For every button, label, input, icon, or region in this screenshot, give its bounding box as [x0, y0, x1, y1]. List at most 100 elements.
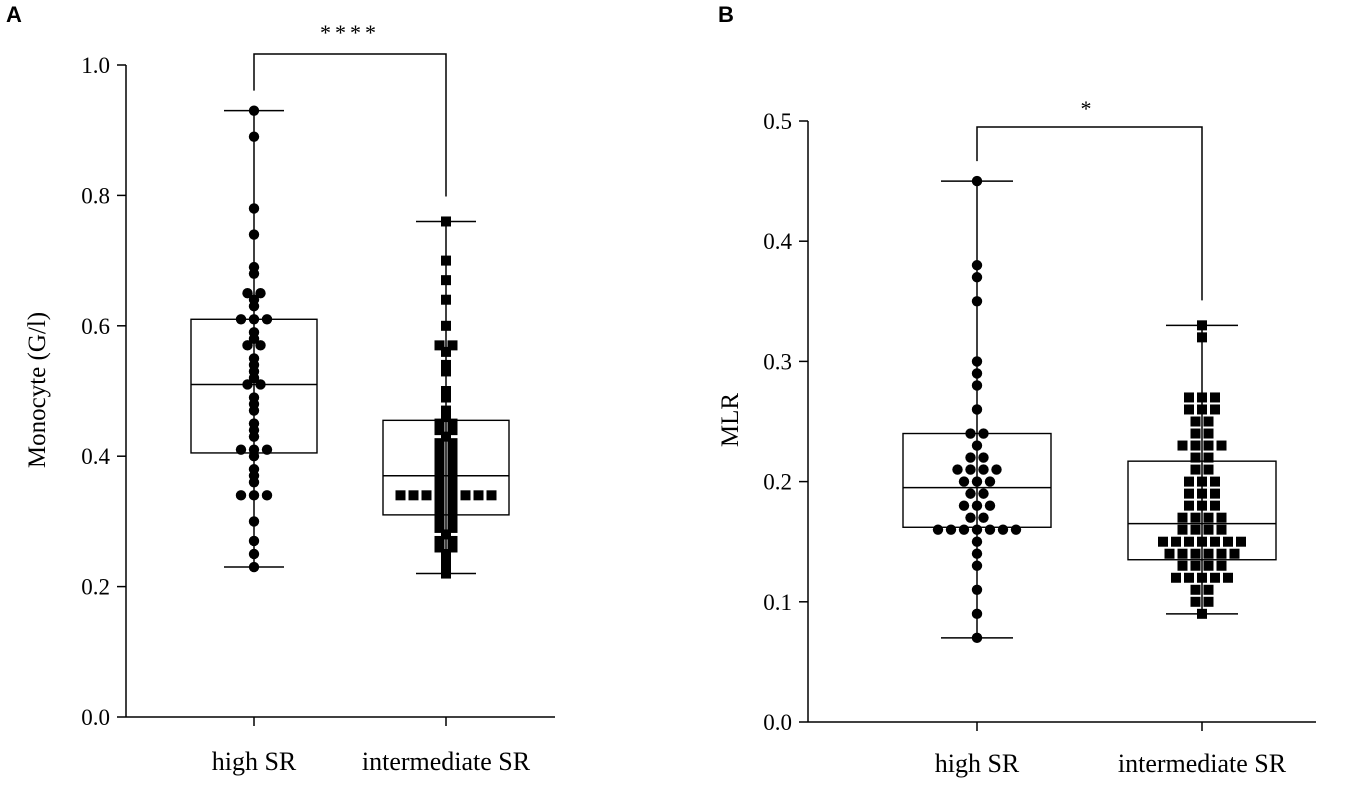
data-point-a-intermediate-sr: [441, 568, 451, 579]
data-point-a-high-sr: [248, 535, 260, 547]
data-point-a-intermediate-sr: [447, 444, 458, 455]
data-point-a-high-sr: [261, 444, 273, 455]
data-point-b-high-sr: [978, 452, 989, 463]
data-point-b-intermediate-sr: [1190, 584, 1201, 595]
data-point-b-intermediate-sr: [1164, 548, 1175, 559]
data-point-b-intermediate-sr: [1203, 524, 1214, 535]
data-point-a-intermediate-sr: [441, 216, 451, 227]
data-point-b-high-sr: [978, 464, 989, 475]
data-point-b-high-sr: [965, 452, 976, 463]
data-point-a-high-sr: [248, 333, 260, 345]
data-point-a-intermediate-sr: [441, 359, 451, 370]
data-point-b-intermediate-sr: [1216, 440, 1227, 451]
data-point-a-intermediate-sr: [434, 451, 445, 462]
data-point-b-intermediate-sr: [1216, 524, 1227, 535]
data-point-a-high-sr: [248, 229, 260, 240]
data-point-a-intermediate-sr: [447, 438, 458, 449]
data-point-b-high-sr: [958, 476, 970, 487]
panel-label-a: A: [6, 2, 22, 27]
significance-label-b: *: [1081, 96, 1096, 121]
data-point-b-intermediate-sr: [1203, 548, 1214, 559]
panel-a: A Monocyte (G/l) 0.0 0.2 0.4 0.6 0.8 1.0 ****…: [6, 2, 555, 776]
data-point-a-intermediate-sr: [447, 418, 458, 429]
y-ticks-b: 0.0 0.1 0.2 0.3 0.4 0.5: [763, 109, 1203, 735]
data-point-b-intermediate-sr: [1210, 572, 1220, 583]
data-point-a-intermediate-sr: [434, 522, 445, 533]
data-point-a-intermediate-sr: [434, 503, 445, 514]
data-point-a-intermediate-sr: [434, 464, 445, 475]
y-tick-label-b: 0.1: [763, 590, 792, 615]
data-point-b-high-sr: [971, 440, 983, 451]
data-point-b-intermediate-sr: [1197, 488, 1207, 499]
data-point-b-high-sr: [971, 380, 983, 391]
data-point-a-high-sr: [248, 548, 260, 560]
data-point-a-intermediate-sr: [441, 366, 451, 377]
data-point-b-intermediate-sr: [1210, 488, 1220, 499]
data-point-a-intermediate-sr: [447, 496, 458, 507]
data-point-a-intermediate-sr: [447, 516, 458, 527]
data-point-b-high-sr: [997, 524, 1009, 535]
data-point-b-intermediate-sr: [1184, 392, 1194, 403]
data-point-b-high-sr: [984, 524, 996, 535]
data-point-a-intermediate-sr: [434, 535, 445, 546]
data-point-b-intermediate-sr: [1210, 536, 1220, 547]
data-point-b-high-sr: [971, 584, 983, 595]
data-point-b-intermediate-sr: [1190, 548, 1201, 559]
data-point-b-intermediate-sr: [1210, 476, 1220, 487]
data-point-b-intermediate-sr: [1203, 512, 1214, 523]
data-point-a-intermediate-sr: [441, 294, 451, 305]
data-point-a-high-sr: [248, 301, 260, 312]
data-point-b-intermediate-sr: [1197, 320, 1207, 331]
data-point-b-intermediate-sr: [1203, 428, 1214, 439]
data-point-a-intermediate-sr: [447, 425, 458, 436]
data-point-b-intermediate-sr: [1190, 512, 1201, 523]
data-point-a-high-sr: [248, 105, 260, 116]
box-b-intermediate-sr: [1127, 460, 1277, 561]
data-point-a-high-sr: [248, 314, 260, 325]
data-point-a-intermediate-sr: [434, 438, 445, 449]
data-point-b-high-sr: [971, 404, 983, 415]
data-point-a-high-sr: [261, 314, 273, 325]
data-point-b-intermediate-sr: [1203, 416, 1214, 427]
data-point-b-high-sr: [958, 524, 970, 535]
data-point-a-high-sr: [235, 444, 247, 455]
data-point-b-intermediate-sr: [1236, 536, 1246, 547]
data-point-a-intermediate-sr: [447, 509, 458, 520]
data-point-b-intermediate-sr: [1171, 536, 1181, 547]
data-point-a-high-sr: [248, 203, 260, 214]
data-point-b-intermediate-sr: [1197, 536, 1207, 547]
data-point-a-high-sr: [248, 372, 260, 384]
data-point-a-high-sr: [248, 561, 260, 573]
data-point-b-high-sr: [978, 488, 989, 499]
y-tick-label-a: 0.4: [81, 444, 110, 469]
data-point-a-high-sr: [261, 490, 273, 501]
data-point-a-intermediate-sr: [441, 255, 451, 266]
data-point-b-high-sr: [945, 524, 957, 535]
panel-label-b: B: [718, 2, 734, 27]
data-point-a-intermediate-sr: [441, 549, 451, 559]
data-point-b-high-sr: [965, 464, 976, 475]
data-point-a-high-sr: [248, 516, 260, 527]
data-point-a-high-sr: [248, 431, 260, 442]
category-label-a-high: high SR: [212, 747, 297, 776]
data-point-a-intermediate-sr: [441, 555, 451, 566]
data-point-a-intermediate-sr: [434, 425, 445, 436]
data-point-b-intermediate-sr: [1197, 500, 1207, 511]
data-point-b-high-sr: [971, 560, 983, 571]
data-point-b-high-sr: [965, 512, 976, 523]
category-label-b-intermediate: intermediate SR: [1118, 749, 1287, 778]
data-point-a-intermediate-sr: [447, 477, 458, 488]
data-point-a-high-sr: [248, 131, 260, 142]
data-point-b-intermediate-sr: [1197, 572, 1207, 583]
data-point-b-intermediate-sr: [1210, 404, 1220, 415]
y-tick-label-b: 0.4: [763, 229, 792, 254]
data-point-b-high-sr: [965, 488, 976, 499]
data-point-a-high-sr: [255, 288, 266, 299]
data-point-a-high-sr: [255, 340, 266, 351]
data-point-b-intermediate-sr: [1177, 440, 1188, 451]
data-point-a-intermediate-sr: [434, 457, 445, 468]
y-tick-label-a: 0.6: [81, 314, 110, 339]
data-point-b-intermediate-sr: [1216, 560, 1227, 571]
y-tick-label-b: 0.2: [763, 470, 792, 495]
significance-bracket-b: [976, 126, 1203, 301]
